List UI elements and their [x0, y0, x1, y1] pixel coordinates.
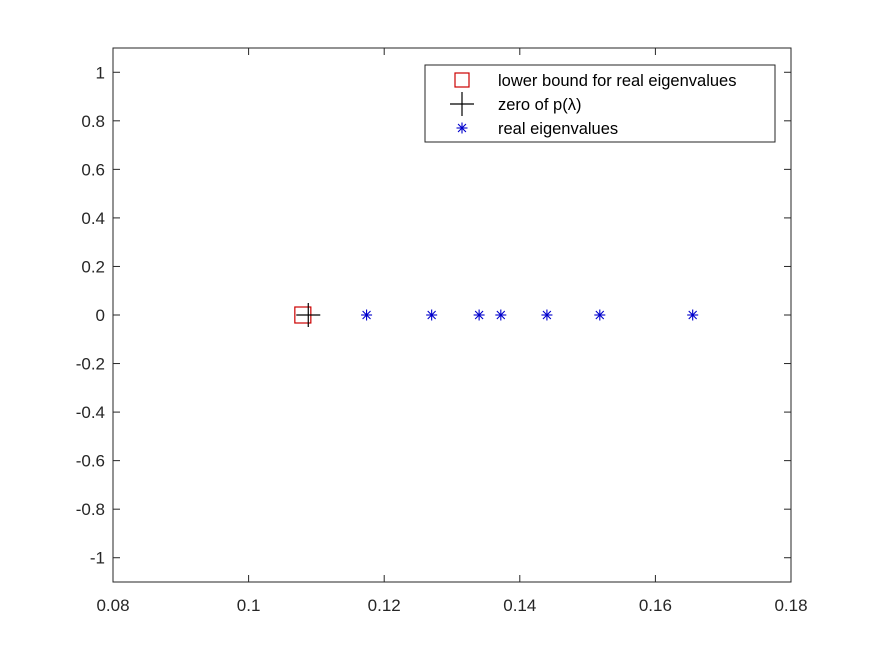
x-tick-label: 0.12	[368, 596, 401, 615]
y-tick-label: -0.8	[76, 500, 105, 519]
x-tick-label: 0.18	[774, 596, 807, 615]
legend-entry: zero of p(λ)	[450, 92, 581, 116]
x-tick-label: 0.16	[639, 596, 672, 615]
data-point-plus	[296, 303, 321, 327]
data-point-asterisk	[361, 309, 373, 321]
legend-marker-asterisk	[456, 122, 468, 134]
legend-label: lower bound for real eigenvalues	[498, 72, 737, 90]
series-asterisk	[361, 309, 699, 321]
data-point-asterisk	[541, 309, 553, 321]
y-tick-label: -1	[90, 549, 105, 568]
y-tick-label: 0.2	[81, 257, 105, 276]
legend-entries: lower bound for real eigenvalues zero of …	[450, 72, 737, 138]
legend-entry: real eigenvalues	[456, 120, 618, 138]
ticks-layer: 0.08 0.1 0.12 0.14 0.16 0.18 1 0.8 0.6 0.4 0.2 0 -0.…	[76, 48, 808, 615]
y-tick-label: 0.8	[81, 112, 105, 131]
y-tick-label: 0	[96, 306, 105, 325]
y-tick-label: -0.6	[76, 452, 105, 471]
x-tick-label: 0.08	[96, 596, 129, 615]
legend: lower bound for real eigenvalues zero of …	[424, 64, 776, 143]
legend-marker-square	[454, 72, 470, 88]
data-point-asterisk	[687, 309, 699, 321]
legend-marker-plus	[450, 92, 474, 116]
legend-box	[424, 64, 776, 143]
legend-label: zero of p(λ)	[498, 96, 581, 114]
x-tick-label: 0.14	[503, 596, 536, 615]
data-point-asterisk	[594, 309, 606, 321]
legend-label: real eigenvalues	[498, 120, 618, 138]
y-tick-label: 1	[96, 63, 105, 82]
y-tick-label: -0.2	[76, 355, 105, 374]
y-tick-label: -0.4	[76, 403, 105, 422]
series-plus	[296, 303, 321, 327]
data-layer	[294, 303, 699, 327]
y-tick-label: 0.4	[81, 209, 105, 228]
x-tick-label: 0.1	[237, 596, 261, 615]
data-point-asterisk	[495, 309, 507, 321]
data-point-asterisk	[473, 309, 485, 321]
legend-entry: lower bound for real eigenvalues	[454, 72, 737, 90]
data-point-asterisk	[426, 309, 438, 321]
y-tick-label: 0.6	[81, 160, 105, 179]
